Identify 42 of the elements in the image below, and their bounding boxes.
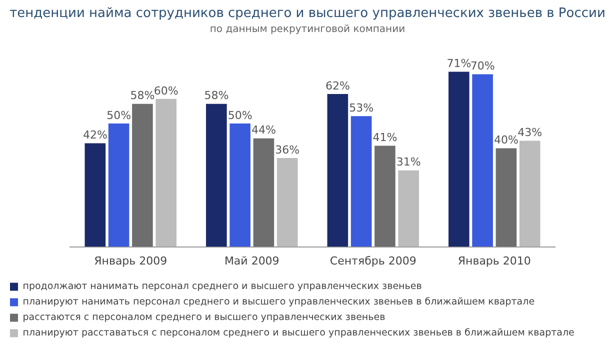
data-label: 41%: [372, 131, 398, 144]
data-label: 58%: [130, 89, 155, 102]
x-tick-label: Январь 2009: [94, 254, 168, 268]
bar: [132, 104, 153, 247]
bar: [327, 94, 348, 247]
bar: [108, 124, 130, 247]
data-label: 60%: [154, 84, 178, 98]
chart-title: тенденции найма сотрудников среднего и высшего управленческих звеньев в России: [10, 6, 606, 22]
data-label: 31%: [396, 156, 421, 169]
data-label: 50%: [106, 108, 132, 122]
x-tick-label: Сентябрь 2009: [330, 254, 416, 268]
legend-label: расстаются с персоналом среднего и высшего управленческих звеньев: [22, 312, 386, 324]
bar: [206, 104, 227, 247]
bar: [156, 98, 176, 247]
data-label: 43%: [518, 126, 542, 140]
data-label: 36%: [275, 143, 300, 156]
bar: [276, 158, 298, 247]
bar: [496, 148, 517, 247]
data-label: 44%: [251, 124, 276, 137]
bar: [472, 74, 493, 247]
data-label: 71%: [446, 57, 472, 70]
bar: [448, 72, 470, 247]
x-tick-label: Май 2009: [224, 254, 280, 268]
data-label: 53%: [349, 102, 374, 115]
bar: [374, 146, 396, 247]
data-label: 42%: [82, 128, 108, 142]
chart-subtitle: по данным рекрутинговой компании: [210, 24, 406, 36]
legend-label: планируют расставаться с персоналом среднего и высшего управленческих звеньев в ближайшем квартале: [22, 328, 575, 339]
data-label: 62%: [325, 79, 350, 92]
x-tick-label: Январь 2010: [458, 254, 531, 268]
data-label: 70%: [470, 60, 495, 73]
data-label: 58%: [204, 89, 229, 102]
bar: [253, 138, 274, 247]
bar: [230, 124, 250, 247]
bar: [398, 170, 419, 247]
bar: [84, 143, 106, 247]
bar: [519, 140, 540, 247]
data-label: 50%: [228, 108, 252, 122]
legend-label: продолжают нанимать персонал среднего и высшего управленческих звеньев: [22, 281, 422, 292]
legend-label: планируют нанимать персонал среднего и высшего управленческих звеньев в ближайшем квартале: [22, 296, 535, 308]
bar: [350, 116, 372, 247]
data-label: 40%: [494, 134, 518, 147]
